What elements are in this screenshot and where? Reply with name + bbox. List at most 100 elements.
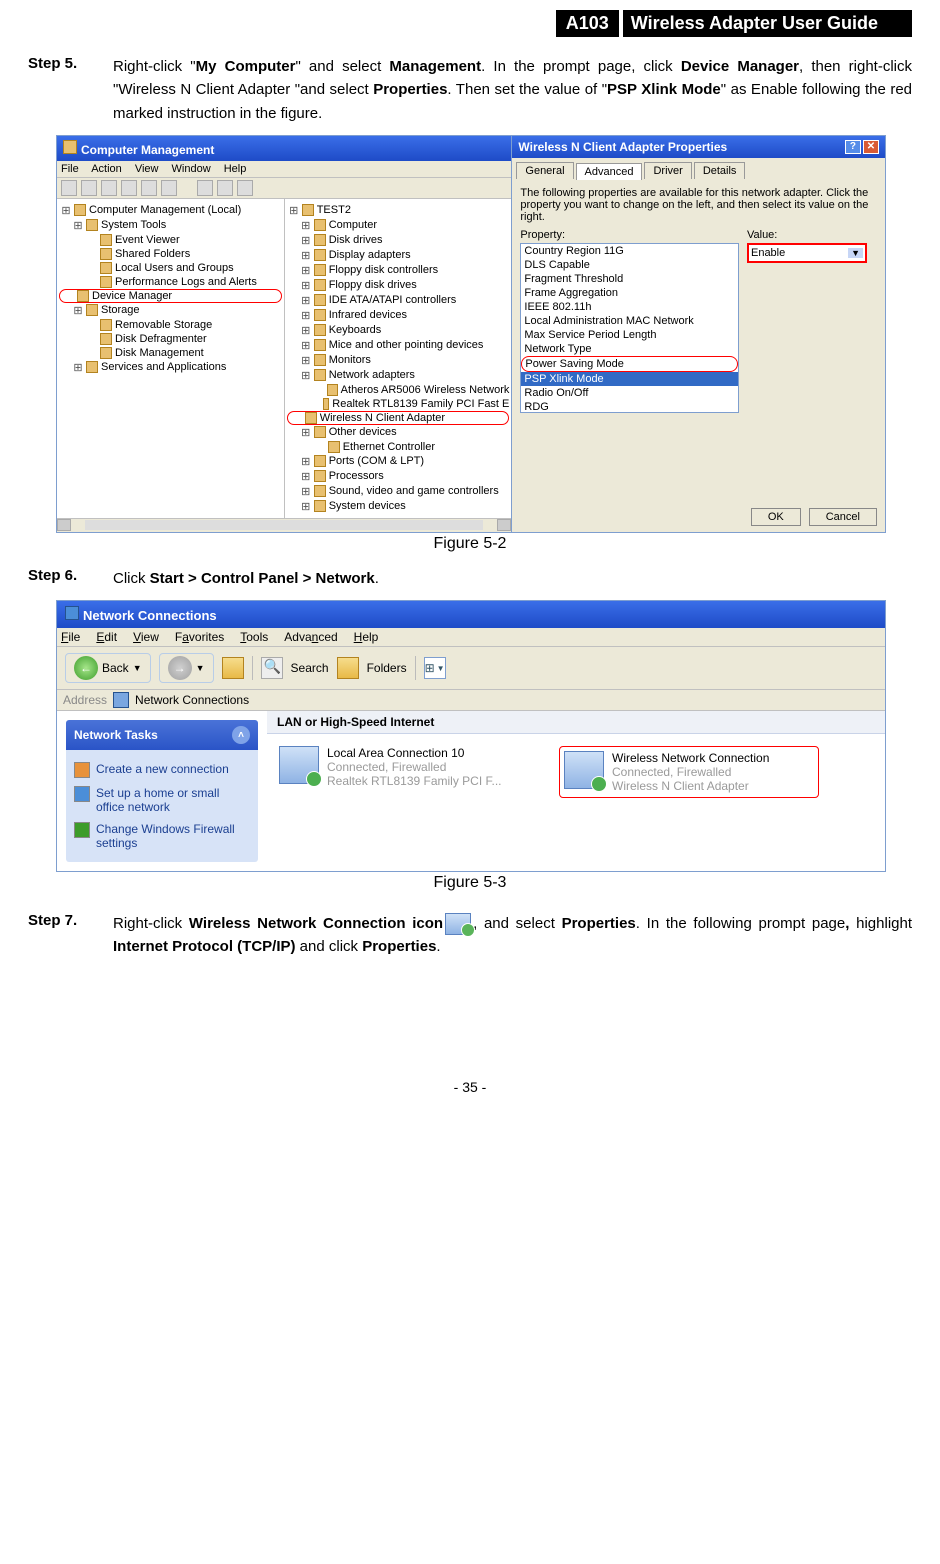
property-item[interactable]: Country Region 11G — [521, 244, 738, 258]
task-link[interactable]: Create a new connection — [74, 758, 250, 782]
toolbar-button-icon[interactable] — [61, 180, 77, 196]
toolbar-button-icon[interactable] — [237, 180, 253, 196]
menu-item[interactable]: Window — [172, 163, 211, 175]
property-item[interactable]: DLS Capable — [521, 258, 738, 272]
toolbar-button-icon[interactable] — [161, 180, 177, 196]
toolbar-button-icon[interactable] — [121, 180, 137, 196]
chevron-down-icon[interactable]: ▼ — [848, 248, 863, 258]
tree-item[interactable]: ⊞System Tools — [59, 218, 282, 233]
tree-item[interactable]: ⊞Computer — [287, 218, 510, 233]
views-icon[interactable]: ⊞▼ — [424, 657, 446, 679]
property-listbox[interactable]: Country Region 11GDLS CapableFragment Th… — [520, 243, 739, 413]
chevron-down-icon[interactable]: ▼ — [133, 663, 142, 673]
forward-button[interactable]: →▼ — [159, 653, 214, 683]
ok-button[interactable]: OK — [751, 508, 801, 526]
property-item[interactable]: Network Type — [521, 342, 738, 356]
help-icon[interactable]: ? — [845, 140, 861, 154]
chevron-down-icon[interactable]: ▼ — [196, 663, 205, 673]
toolbar-button-icon[interactable] — [141, 180, 157, 196]
menu-item[interactable]: File — [61, 163, 79, 175]
scroll-left-icon[interactable] — [57, 519, 71, 531]
search-label[interactable]: Search — [291, 661, 329, 675]
property-item[interactable]: Frame Aggregation — [521, 286, 738, 300]
property-item[interactable]: PSP Xlink Mode — [521, 372, 738, 386]
toolbar-button-icon[interactable] — [197, 180, 213, 196]
property-item[interactable]: Local Administration MAC Network — [521, 314, 738, 328]
toolbar-button-icon[interactable] — [217, 180, 233, 196]
nc-menubar[interactable]: File Edit View Favorites Tools Advanced Help — [57, 628, 885, 647]
props-tabs[interactable]: GeneralAdvancedDriverDetails — [512, 158, 885, 179]
tree-item[interactable]: ⊞Infrared devices — [287, 308, 510, 323]
menu-item[interactable]: View — [135, 163, 159, 175]
tree-item[interactable]: ⊞Ports (COM & LPT) — [287, 454, 510, 469]
menu-item[interactable]: View — [133, 630, 159, 644]
tree-item[interactable]: ⊞Computer Management (Local) — [59, 203, 282, 218]
menu-item[interactable]: Edit — [96, 630, 117, 644]
property-item[interactable]: Radio On/Off — [521, 386, 738, 400]
cm-toolbar[interactable] — [57, 178, 511, 199]
tree-item[interactable]: Atheros AR5006 Wireless Network — [287, 383, 510, 397]
tree-item[interactable]: ⊞Mice and other pointing devices — [287, 338, 510, 353]
tree-item[interactable]: ⊞Disk drives — [287, 233, 510, 248]
tree-item[interactable]: ⊞Processors — [287, 469, 510, 484]
close-icon[interactable]: ✕ — [863, 140, 879, 154]
tree-item[interactable]: Realtek RTL8139 Family PCI Fast E — [287, 397, 510, 411]
tree-item[interactable]: Wireless N Client Adapter — [287, 411, 510, 425]
tree-item[interactable]: ⊞Keyboards — [287, 323, 510, 338]
up-folder-icon[interactable] — [222, 657, 244, 679]
cm-scrollbar[interactable] — [57, 518, 511, 532]
tree-item[interactable]: ⊞Display adapters — [287, 248, 510, 263]
tree-item[interactable]: ⊞Floppy disk drives — [287, 278, 510, 293]
tab-advanced[interactable]: Advanced — [576, 163, 643, 180]
nc-addressbar[interactable]: Address Network Connections — [57, 690, 885, 711]
tree-item[interactable]: ⊞Sound, video and game controllers — [287, 484, 510, 499]
folders-label[interactable]: Folders — [367, 661, 407, 675]
tree-item[interactable]: ⊞Other devices — [287, 425, 510, 440]
tree-item[interactable]: Device Manager — [59, 289, 282, 303]
menu-item[interactable]: Advanced — [284, 630, 337, 644]
tree-item[interactable]: Ethernet Controller — [287, 440, 510, 454]
menu-item[interactable]: File — [61, 630, 80, 644]
tree-item[interactable]: ⊞TEST2 — [287, 203, 510, 218]
cm-right-tree[interactable]: ⊞TEST2⊞Computer⊞Disk drives⊞Display adap… — [285, 199, 512, 518]
back-button[interactable]: ← Back ▼ — [65, 653, 151, 683]
tree-item[interactable]: Disk Management — [59, 346, 282, 360]
tree-item[interactable]: ⊞Monitors — [287, 353, 510, 368]
connection-item[interactable]: Local Area Connection 10Connected, Firew… — [279, 746, 539, 798]
nc-toolbar[interactable]: ← Back ▼ →▼ Search Folders ⊞▼ — [57, 647, 885, 690]
tree-item[interactable]: ⊞Storage — [59, 303, 282, 318]
tree-item[interactable]: ⊞Floppy disk controllers — [287, 263, 510, 278]
tree-item[interactable]: Disk Defragmenter — [59, 332, 282, 346]
property-item[interactable]: Fragment Threshold — [521, 272, 738, 286]
property-item[interactable]: RDG — [521, 400, 738, 413]
tab-general[interactable]: General — [516, 162, 573, 179]
menu-item[interactable]: Tools — [240, 630, 268, 644]
toolbar-button-icon[interactable] — [81, 180, 97, 196]
tree-item[interactable]: Event Viewer — [59, 233, 282, 247]
property-item[interactable]: Max Service Period Length — [521, 328, 738, 342]
cm-left-tree[interactable]: ⊞Computer Management (Local)⊞System Tool… — [57, 199, 285, 518]
chevron-up-icon[interactable]: ˄ — [232, 726, 250, 744]
property-item[interactable]: Power Saving Mode — [521, 356, 738, 372]
menu-item[interactable]: Favorites — [175, 630, 224, 644]
tree-item[interactable]: ⊞Services and Applications — [59, 360, 282, 375]
tree-item[interactable]: Shared Folders — [59, 247, 282, 261]
tab-details[interactable]: Details — [694, 162, 746, 179]
scroll-right-icon[interactable] — [497, 519, 511, 531]
menu-item[interactable]: Action — [91, 163, 122, 175]
menu-item[interactable]: Help — [224, 163, 247, 175]
toolbar-button-icon[interactable] — [101, 180, 117, 196]
tree-item[interactable]: Removable Storage — [59, 318, 282, 332]
folders-icon[interactable] — [337, 657, 359, 679]
tree-item[interactable]: Local Users and Groups — [59, 261, 282, 275]
tree-item[interactable]: Performance Logs and Alerts — [59, 275, 282, 289]
menu-item[interactable]: Help — [354, 630, 379, 644]
search-icon[interactable] — [261, 657, 283, 679]
property-item[interactable]: IEEE 802.11h — [521, 300, 738, 314]
cancel-button[interactable]: Cancel — [809, 508, 877, 526]
tree-item[interactable]: ⊞IDE ATA/ATAPI controllers — [287, 293, 510, 308]
tree-item[interactable]: ⊞System devices — [287, 499, 510, 514]
tasks-header[interactable]: Network Tasks ˄ — [66, 720, 258, 750]
tab-driver[interactable]: Driver — [644, 162, 691, 179]
connection-item[interactable]: Wireless Network ConnectionConnected, Fi… — [559, 746, 819, 798]
